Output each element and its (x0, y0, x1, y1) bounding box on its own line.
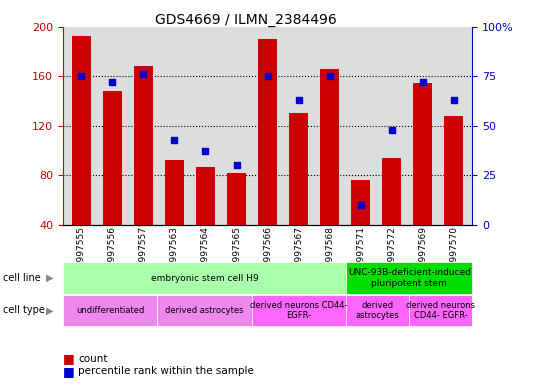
Point (232, 162, 241, 169)
Bar (382, 158, 401, 274)
Text: percentile rank within the sample: percentile rank within the sample (78, 366, 254, 376)
Text: GDS4669 / ILMN_2384496: GDS4669 / ILMN_2384496 (155, 13, 336, 27)
Text: derived neurons
CD44- EGFR-: derived neurons CD44- EGFR- (406, 301, 475, 320)
Text: derived neurons CD44-
EGFR-: derived neurons CD44- EGFR- (250, 301, 348, 320)
Point (170, 137, 179, 143)
Bar (134, 66, 153, 274)
Bar (258, 39, 277, 274)
Text: cell type: cell type (3, 305, 45, 315)
Bar (165, 161, 184, 274)
Bar (413, 83, 432, 274)
Text: UNC-93B-deficient-induced
pluripotent stem: UNC-93B-deficient-induced pluripotent st… (348, 268, 471, 288)
Point (77, 73, 86, 79)
Text: ▶: ▶ (46, 305, 54, 315)
Point (201, 148, 210, 154)
Bar (103, 91, 122, 274)
Bar (227, 173, 246, 274)
Text: ■: ■ (63, 353, 75, 366)
Bar (196, 167, 215, 274)
Text: ■: ■ (63, 365, 75, 378)
Point (139, 71, 148, 78)
Text: count: count (78, 354, 108, 364)
Text: cell line: cell line (3, 273, 40, 283)
Point (387, 127, 396, 133)
Bar (289, 113, 308, 274)
Text: derived astrocytes: derived astrocytes (165, 306, 244, 315)
Text: undifferentiated: undifferentiated (76, 306, 144, 315)
Bar (321, 69, 339, 274)
Point (356, 202, 365, 208)
Point (325, 73, 334, 79)
Point (108, 79, 117, 85)
Text: ▶: ▶ (46, 273, 54, 283)
Text: embryonic stem cell H9: embryonic stem cell H9 (151, 273, 258, 283)
Text: derived
astrocytes: derived astrocytes (356, 301, 400, 320)
Point (449, 97, 458, 103)
Point (418, 79, 427, 85)
Bar (72, 36, 91, 274)
Bar (444, 116, 463, 274)
Point (263, 73, 272, 79)
Bar (351, 180, 370, 274)
Point (294, 97, 303, 103)
